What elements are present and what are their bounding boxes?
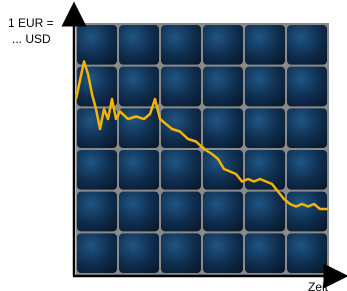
tile [287,25,327,65]
tile [119,192,159,232]
tile [119,67,159,107]
tile [203,150,243,190]
chart: 1 EUR = ... USD Zeit [0,0,347,291]
tile [77,233,117,273]
tile [161,192,201,232]
tile [203,192,243,232]
tile [245,67,285,107]
tile [77,192,117,232]
tile [161,67,201,107]
tile [161,25,201,65]
tile [203,108,243,148]
tile [77,25,117,65]
tile [287,233,327,273]
tile [287,108,327,148]
tile [245,150,285,190]
x-axis-label: Zeit [308,280,329,291]
tile [245,192,285,232]
y-axis-label: 1 EUR = [8,16,54,30]
tile [77,150,117,190]
tile [245,108,285,148]
page: 1 EUR = ... USD Zeit (() => { const data… [0,0,347,291]
tile [203,67,243,107]
tile [119,150,159,190]
tile [161,233,201,273]
tile [245,233,285,273]
tile [119,108,159,148]
tile [161,150,201,190]
y-axis-label: ... USD [12,32,51,46]
tile [287,192,327,232]
tile [287,150,327,190]
tile [203,233,243,273]
tile [119,233,159,273]
tile [203,25,243,65]
tile [119,25,159,65]
tile [287,67,327,107]
tile [245,25,285,65]
